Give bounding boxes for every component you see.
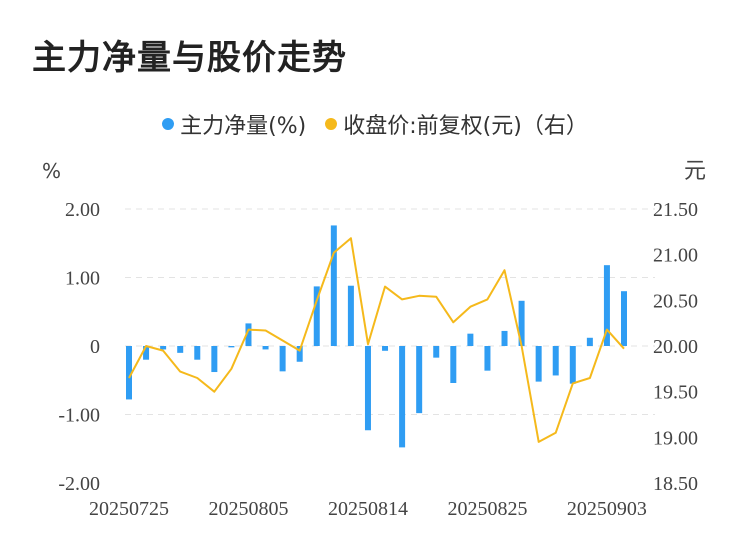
bar — [143, 346, 150, 360]
bar — [586, 337, 593, 346]
bar — [296, 346, 303, 362]
bar — [228, 346, 235, 348]
bar — [194, 346, 201, 360]
bar — [552, 346, 559, 376]
legend-marker-close-price — [325, 118, 338, 130]
bar — [416, 346, 423, 414]
legend-item-net-volume[interactable]: 主力净量(%) — [162, 108, 306, 140]
bar — [382, 346, 389, 351]
right-tick-label: 18.50 — [653, 473, 698, 495]
bar — [621, 291, 627, 346]
left-axis-unit: % — [42, 159, 61, 183]
bar — [450, 346, 457, 383]
bar — [347, 285, 354, 346]
legend-label-close-price: 收盘价:前复权(元)（右） — [343, 114, 588, 139]
x-tick-label: 20250805 — [208, 498, 288, 520]
chart-title: 主力净量与股价走势 — [32, 38, 347, 78]
bar — [313, 286, 320, 346]
right-tick-label: 19.50 — [653, 382, 698, 404]
price-line — [128, 237, 625, 443]
bar — [518, 300, 525, 346]
left-tick-label: 1.00 — [65, 268, 100, 290]
left-tick-label: -2.00 — [58, 473, 100, 495]
right-tick-label: 20.00 — [653, 336, 698, 358]
bar — [569, 346, 576, 384]
bar — [535, 346, 542, 382]
bar — [467, 333, 474, 346]
bar — [603, 265, 610, 346]
left-tick-label: -1.00 — [58, 405, 100, 427]
legend-label-net-volume: 主力净量(%) — [180, 114, 307, 139]
left-tick-label: 0 — [90, 336, 100, 358]
bar — [399, 346, 406, 448]
bar — [177, 346, 184, 353]
right-tick-label: 19.00 — [653, 427, 698, 449]
x-tick-label: 20250725 — [89, 498, 169, 520]
legend-item-close-price[interactable]: 收盘价:前复权(元)（右） — [325, 108, 588, 140]
bar — [330, 225, 337, 346]
bar — [484, 346, 491, 371]
right-tick-label: 21.50 — [653, 199, 698, 221]
x-tick-label: 20250814 — [328, 498, 408, 520]
right-axis-unit: 元 — [684, 159, 706, 184]
bar — [433, 346, 440, 358]
bar — [126, 346, 132, 400]
bar — [211, 346, 218, 373]
right-tick-label: 21.00 — [653, 245, 698, 267]
legend: 主力净量(%) 收盘价:前复权(元)（右） — [0, 108, 750, 140]
bar — [364, 346, 371, 431]
bar — [160, 346, 167, 350]
bar — [501, 330, 508, 346]
bar — [245, 323, 252, 346]
legend-marker-net-volume — [162, 118, 175, 130]
bar — [279, 346, 286, 372]
x-tick-label: 20250903 — [567, 498, 647, 520]
right-tick-label: 20.50 — [653, 290, 698, 312]
x-tick-label: 20250825 — [447, 498, 527, 520]
bar — [262, 346, 269, 350]
left-tick-label: 2.00 — [65, 199, 100, 221]
